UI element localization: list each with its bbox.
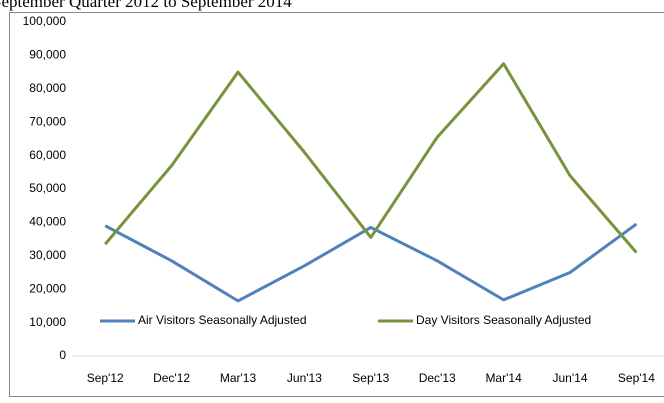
x-tick-label: Jun'13 — [287, 371, 322, 385]
x-tick-label: Dec'12 — [153, 371, 190, 385]
x-tick-label: Jun'14 — [553, 371, 588, 385]
x-tick-label: Sep'12 — [87, 371, 124, 385]
y-tick-label: 90,000 — [29, 48, 66, 62]
x-tick-label: Mar'13 — [220, 371, 257, 385]
x-tick-label: Dec'13 — [419, 371, 456, 385]
y-tick-label: 0 — [59, 348, 66, 362]
x-tick-label: Mar'14 — [485, 371, 522, 385]
y-tick-label: 80,000 — [29, 81, 66, 95]
y-tick-label: 70,000 — [29, 114, 66, 128]
y-tick-label: 50,000 — [29, 181, 66, 195]
chart-border — [9, 12, 664, 397]
y-tick-label: 60,000 — [29, 148, 66, 162]
x-tick-label: Sep'13 — [352, 371, 389, 385]
title-band — [0, 0, 664, 12]
y-tick-label: 10,000 — [29, 315, 66, 329]
legend-label: Air Visitors Seasonally Adjusted — [138, 313, 307, 327]
series-line — [104, 62, 638, 254]
series-line — [104, 222, 638, 303]
chart-title: September Quarter 2012 to September 2014 — [0, 0, 292, 11]
y-tick-label: 100,000 — [23, 14, 67, 28]
y-tick-label: 30,000 — [29, 248, 66, 262]
x-tick-label: Sep'14 — [618, 371, 655, 385]
y-tick-label: 40,000 — [29, 215, 66, 229]
y-tick-label: 20,000 — [29, 281, 66, 295]
legend-label: Day Visitors Seasonally Adjusted — [416, 313, 591, 327]
